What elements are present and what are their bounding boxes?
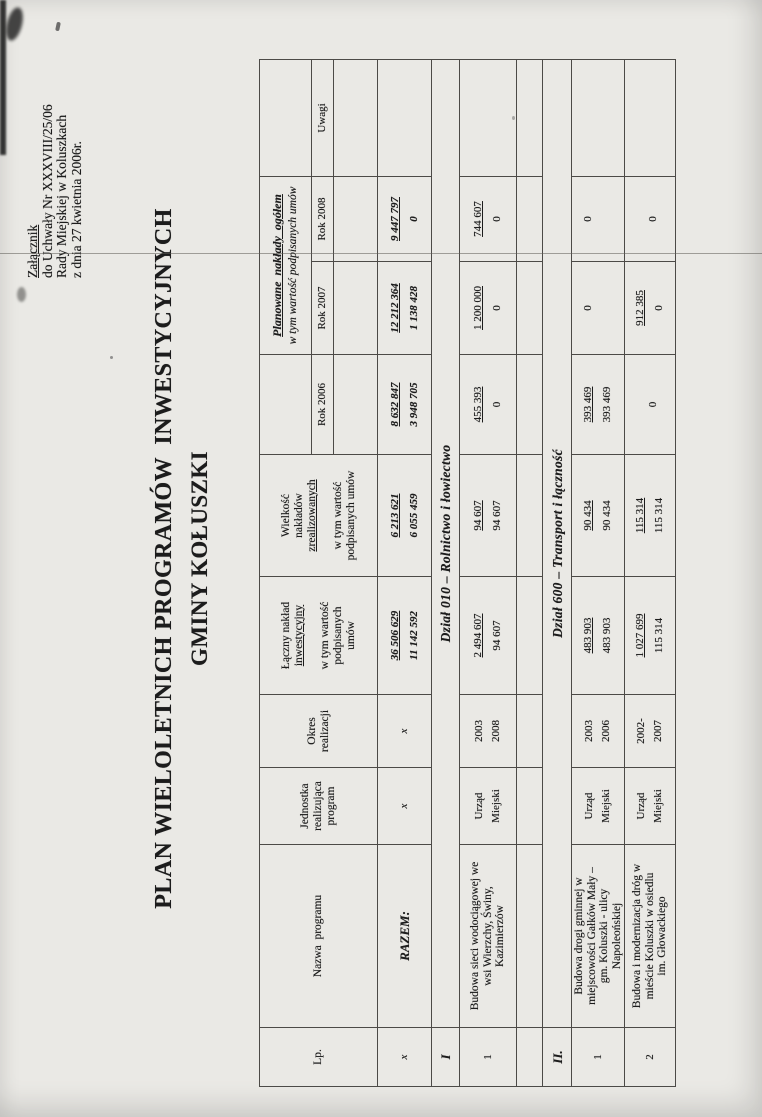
program-row: 1 Budowa drogi gminnej w miejscowości Ga… [571, 59, 625, 1087]
header-spacer-2006 [259, 354, 312, 455]
scan-speck [512, 116, 515, 120]
year-2008-cell: 9 447 797 0 [377, 176, 432, 262]
total-outlay-cell: 2 494 607 94 607 [459, 576, 517, 695]
row-period: 2003 2006 [571, 694, 625, 768]
row-period: 2003 2008 [459, 694, 517, 768]
col-header-year-2006: Rok 2006 [311, 354, 334, 455]
year-2006-cell: 393 469 393 469 [571, 354, 625, 455]
year-2006-cell: 8 632 847 3 948 705 [377, 354, 432, 455]
program-name: Budowa i modernizacja dróg w mieście Kol… [624, 844, 676, 1028]
row-period: 2002- 2007 [624, 694, 676, 768]
section-title: Dział 010 – Rolnictwo i łowiectwo [431, 59, 460, 1028]
document-subtitle: GMINY KOŁUSZKI [187, 451, 212, 666]
row-lp: 2 [624, 1027, 676, 1087]
attachment-note-line: do Uchwały Nr XXXVIII/25/06 [39, 104, 55, 278]
total-outlay-cell: 1 027 699 115 314 [624, 576, 676, 695]
realized-outlay-cell: 6 213 621 6 055 459 [377, 454, 432, 577]
realized-outlay-cell: 115 314 115 314 [624, 454, 676, 577]
year-2007-cell: 912 385 0 [624, 261, 676, 355]
notes-cell [571, 59, 625, 177]
totals-label: RAZEM: [377, 844, 432, 1028]
empty-row [516, 59, 543, 1087]
attachment-note-line: Rady Miejskiej w Koluszkach [54, 114, 69, 278]
year-2006-cell: 455 393 0 [459, 354, 517, 455]
row-unit: Urząd Miejski [459, 767, 517, 845]
notes-cell [377, 59, 432, 177]
scan-fold-line [0, 253, 762, 254]
col-header-unit: Jednostka realizująca program [259, 767, 378, 845]
year-2006-cell: 0 [624, 354, 676, 455]
program-row: 1 Budowa sieci wodociągowej we wsi Wierz… [459, 59, 517, 1087]
program-name: Budowa drogi gminnej w miejscowości Gałk… [571, 844, 625, 1028]
header-empty-cell [333, 354, 378, 455]
row-lp: 1 [571, 1027, 625, 1087]
col-header-year-2007: Rok 2007 [311, 261, 334, 355]
attachment-note: Załącznik do Uchwały Nr XXXVIII/25/06 Ra… [25, 104, 84, 278]
total-outlay-cell: 483 903 483 903 [571, 576, 625, 695]
scan-speck [110, 356, 113, 359]
col-header-year-2008: Rok 2008 [311, 176, 334, 262]
year-2007-cell: 1 200 000 0 [459, 261, 517, 355]
row-lp: x [377, 1027, 432, 1087]
realized-outlay-cell: 90 434 90 434 [571, 454, 625, 577]
section-number: I [431, 1027, 460, 1087]
col-header-planned-outlays: Planowane nakłady ogółem w tym wartość p… [259, 176, 312, 355]
col-header-notes: Uwagi [311, 59, 334, 177]
program-row: 2 Budowa i modernizacja dróg w mieście K… [624, 59, 676, 1087]
attachment-note-line: z dnia 27 kwietnia 2006r. [68, 141, 84, 278]
attachment-note-line: Załącznik [25, 224, 40, 278]
program-name: Budowa sieci wodociągowej we wsi Wierzch… [459, 844, 517, 1028]
section-row: II. Dział 600 – Transport i łączność [542, 59, 572, 1087]
year-2008-cell: 744 607 0 [459, 176, 517, 262]
row-unit: Urząd Miejski [624, 767, 676, 845]
header-empty-cell [333, 59, 378, 177]
notes-cell [624, 59, 676, 177]
row-lp: 1 [459, 1027, 517, 1087]
notes-cell [459, 59, 517, 177]
year-2008-cell: 0 [571, 176, 625, 262]
total-outlay-cell: 36 506 629 11 142 592 [377, 576, 432, 695]
scan-edge-streak [0, 0, 6, 155]
header-spacer-notes [259, 59, 312, 177]
scan-smudge [17, 287, 26, 302]
section-row: I Dział 010 – Rolnictwo i łowiectwo [431, 59, 460, 1087]
year-2007-cell: 12 212 364 1 138 428 [377, 261, 432, 355]
col-header-name: Nazwa programu [259, 844, 378, 1028]
row-period: x [377, 694, 432, 768]
col-header-period: Okres realizacji [259, 694, 378, 768]
document-title: PLAN WIELOLETNICH PROGRAMÓW INWESTYCYJNY… [151, 208, 177, 909]
header-empty-cell [333, 176, 378, 262]
row-unit: Urząd Miejski [571, 767, 625, 845]
realized-outlay-cell: 94 607 94 607 [459, 454, 517, 577]
row-unit: x [377, 767, 432, 845]
col-header-realized-outlay: Wielkość nakładów zrealizowanych w tym w… [259, 454, 378, 577]
year-2008-cell: 0 [624, 176, 676, 262]
col-header-total-outlay: Łączny nakład inwestycyjny w tym wartość… [259, 576, 378, 695]
col-header-lp: Lp. [259, 1027, 378, 1087]
section-number: II. [542, 1027, 572, 1087]
totals-row: x RAZEM: x x 36 506 629 11 142 592 6 213… [377, 59, 432, 1087]
year-2007-cell: 0 [571, 261, 625, 355]
investment-programs-table: Lp. Nazwa programu Jednostka realizująca… [259, 59, 676, 1087]
header-empty-cell [333, 261, 378, 355]
section-title: Dział 600 – Transport i łączność [542, 59, 572, 1028]
